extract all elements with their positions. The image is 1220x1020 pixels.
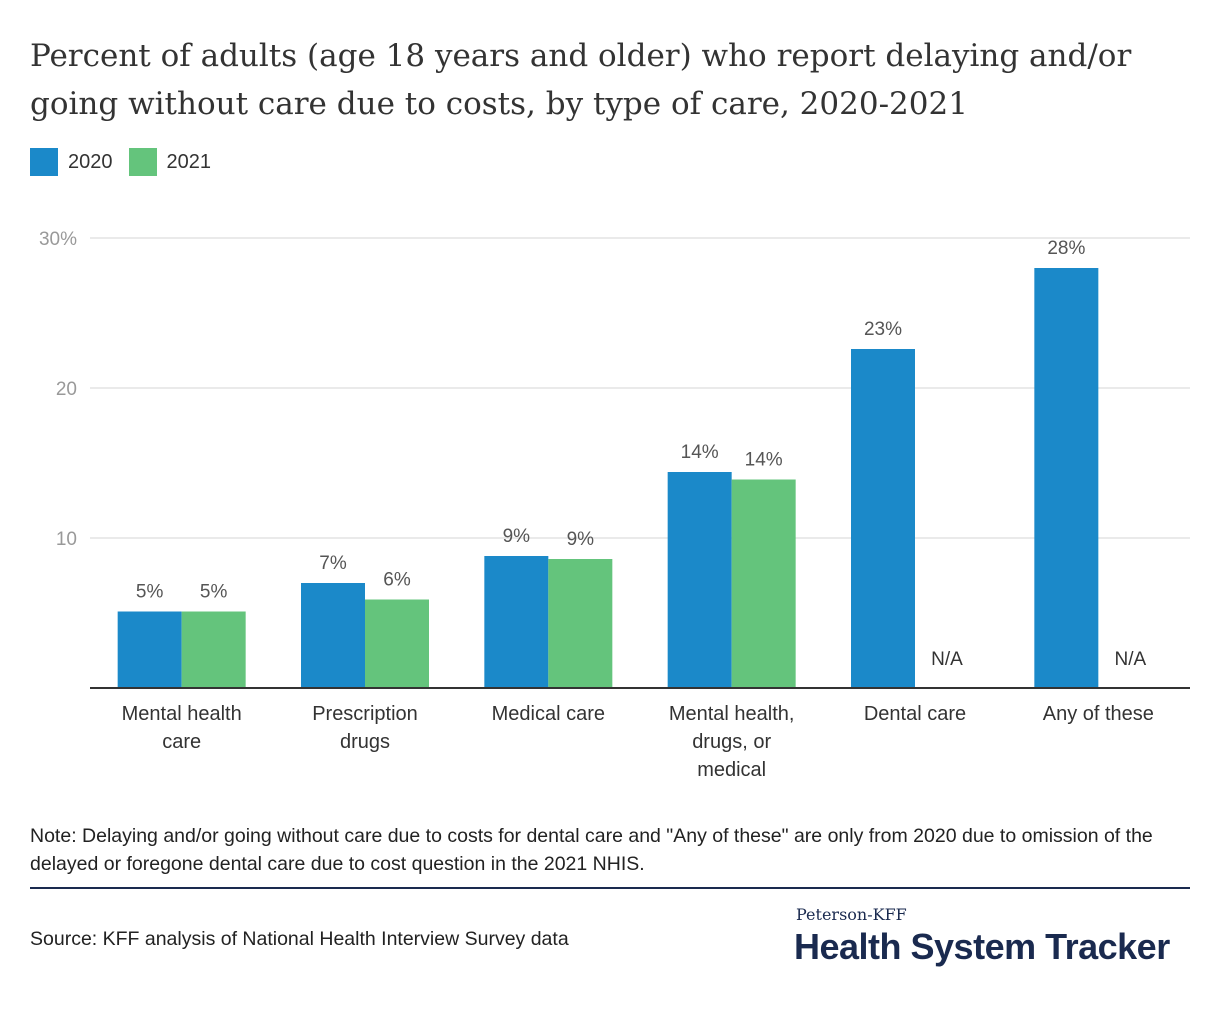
bar-2020-1 bbox=[301, 583, 365, 688]
footer-divider bbox=[30, 887, 1190, 889]
legend-swatch-2021 bbox=[128, 148, 157, 176]
y-tick-label-10: 10 bbox=[56, 529, 77, 550]
data-label-2021-0: 5% bbox=[200, 582, 228, 603]
data-label-2020-3: 14% bbox=[681, 442, 719, 463]
x-tick-label-3-2: medical bbox=[697, 759, 766, 781]
x-tick-label-0-0: Mental health bbox=[122, 703, 242, 725]
data-label-2020-1: 7% bbox=[319, 553, 347, 574]
bar-2020-4 bbox=[851, 349, 915, 688]
bar-2021-0 bbox=[181, 611, 246, 688]
data-label-2021-5: N/A bbox=[1114, 649, 1146, 670]
y-tick-label-20: 20 bbox=[56, 379, 77, 400]
x-tick-label-2-0: Medical care bbox=[492, 703, 605, 725]
legend-label-2021: 2021 bbox=[166, 150, 212, 173]
bar-2020-3 bbox=[667, 472, 732, 688]
chart-note: Note: Delaying and/or going without care… bbox=[30, 825, 1153, 875]
x-tick-label-3-1: drugs, or bbox=[692, 731, 771, 753]
bar-2020-5 bbox=[1034, 268, 1099, 688]
x-tick-label-3-0: Mental health, bbox=[669, 703, 795, 725]
x-tick-label-0-1: care bbox=[162, 731, 201, 753]
data-label-2021-2: 9% bbox=[567, 529, 595, 550]
legend: 2020 2021 bbox=[30, 148, 227, 176]
chart-title: Percent of adults (age 18 years and olde… bbox=[30, 38, 1132, 122]
legend-label-2020: 2020 bbox=[68, 150, 113, 173]
legend-item-2021: 2021 bbox=[128, 148, 212, 176]
x-tick-label-5-0: Any of these bbox=[1043, 703, 1154, 725]
x-tick-label-4-0: Dental care bbox=[864, 703, 966, 725]
bar-2020-2 bbox=[484, 556, 549, 688]
brand-logo-text: Health System Tracker bbox=[794, 926, 1170, 967]
y-tick-label-30: 30% bbox=[39, 229, 77, 250]
data-label-2020-2: 9% bbox=[503, 526, 531, 547]
data-label-2021-1: 6% bbox=[383, 570, 411, 591]
bar-2020-0 bbox=[117, 611, 182, 688]
bar-chart: 10 20 30% 5% 5% Mental health care 7% 6% Prescrip… bbox=[39, 229, 1190, 781]
data-label-2020-4: 23% bbox=[864, 319, 902, 340]
bar-2021-3 bbox=[731, 479, 796, 688]
data-label-2021-4: N/A bbox=[931, 649, 963, 670]
x-tick-label-1-1: drugs bbox=[340, 731, 390, 753]
data-label-2020-5: 28% bbox=[1047, 238, 1085, 259]
bar-2021-1 bbox=[365, 599, 429, 688]
data-label-2020-0: 5% bbox=[136, 582, 164, 603]
bar-2021-2 bbox=[548, 559, 613, 688]
x-tick-label-1-0: Prescription bbox=[312, 703, 418, 725]
data-label-2021-3: 14% bbox=[745, 450, 783, 471]
chart-source: Source: KFF analysis of National Health … bbox=[30, 928, 569, 950]
legend-swatch-2020 bbox=[30, 148, 58, 176]
brand-subtitle: Peterson-KFF bbox=[796, 905, 907, 924]
legend-item-2020: 2020 bbox=[30, 148, 113, 176]
